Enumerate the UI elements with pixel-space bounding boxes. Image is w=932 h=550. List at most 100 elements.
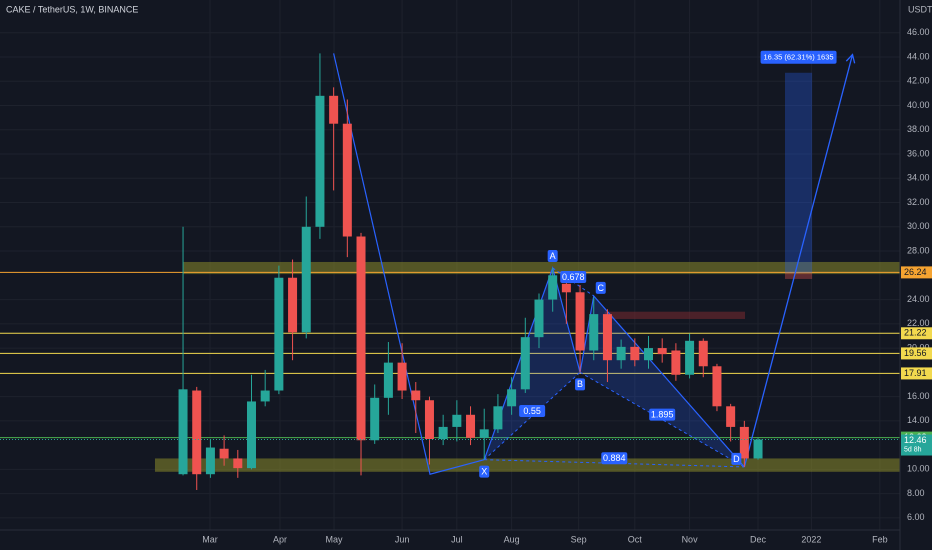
y-tick-label: 28.00: [907, 245, 930, 255]
ratio-box: [601, 452, 628, 465]
candle-body: [356, 236, 366, 441]
candle-body: [534, 299, 544, 338]
candle-body: [630, 346, 640, 361]
price-tag: [901, 434, 932, 456]
candle-body: [753, 439, 763, 459]
candle-body: [315, 95, 325, 227]
x-tick-label: Aug: [504, 534, 520, 544]
chart-title: CAKE / TetherUS, 1W, BINANCE: [6, 4, 138, 14]
ratio-line: [484, 459, 745, 468]
price-tag-label: 12.46: [904, 435, 927, 445]
ratio-label: 0.884: [603, 453, 626, 463]
projection-line: [743, 54, 854, 468]
zone: [154, 458, 901, 472]
candle-body: [644, 348, 654, 361]
y-tick-label: 16.00: [907, 391, 930, 401]
y-tick-label: 8.00: [907, 488, 925, 498]
candle-body: [671, 350, 681, 375]
candle-body: [370, 397, 380, 441]
x-tick-label: Dec: [750, 534, 767, 544]
candle-body: [657, 348, 667, 355]
y-tick-label: 22.00: [907, 318, 930, 328]
position-label: 16.35 (62.31%) 1635: [764, 52, 834, 61]
pattern-point-box: [731, 452, 742, 465]
candle-body: [561, 283, 571, 293]
candle-body: [507, 389, 517, 407]
candle-body: [452, 414, 462, 427]
candle-body: [424, 400, 434, 440]
candle-body: [205, 447, 215, 475]
candle-body: [192, 390, 202, 475]
y-tick-label: 32.00: [907, 197, 930, 207]
y-tick-label: 24.00: [907, 294, 930, 304]
price-tag-label: 17.91: [904, 368, 927, 378]
price-tag: [901, 266, 932, 279]
pattern-point-label: C: [597, 283, 604, 293]
ratio-label: 1.895: [651, 410, 674, 420]
pattern-point-label: D: [733, 454, 740, 464]
pattern-point-box: [575, 378, 586, 391]
price-tag: [901, 347, 932, 360]
stop-zone: [785, 272, 813, 279]
x-tick-label: May: [326, 534, 344, 544]
ratio-label: 0.678: [562, 272, 585, 282]
candle-body: [685, 340, 695, 375]
candle-body: [575, 292, 585, 351]
pattern-point-label: A: [550, 251, 556, 261]
candle-body: [589, 314, 599, 351]
countdown-label: 5d 8h: [904, 446, 922, 453]
candle-body: [329, 95, 339, 124]
candle-body: [288, 277, 298, 333]
pattern-point-label: X: [481, 467, 487, 477]
candle-body: [712, 366, 722, 407]
ratio-line: [483, 371, 581, 461]
y-tick-label: 34.00: [907, 173, 930, 183]
candle-body: [493, 406, 503, 430]
ratio-label: 0.55: [523, 406, 541, 416]
y-tick-label: 38.00: [907, 124, 930, 134]
candle-body: [438, 426, 448, 440]
candle-body: [383, 362, 393, 398]
ratio-box: [649, 408, 676, 421]
candle-body: [739, 426, 749, 459]
price-tag: [901, 367, 932, 380]
candle-body: [466, 414, 476, 438]
axis-unit: USDT: [908, 4, 932, 14]
candle-body: [520, 337, 530, 390]
x-tick-label: Jul: [451, 534, 463, 544]
price-tag: [901, 327, 932, 340]
y-tick-label: 42.00: [907, 76, 930, 86]
x-tick-label: Oct: [628, 534, 643, 544]
ratio-box: [519, 404, 546, 417]
x-tick-label: Nov: [682, 534, 699, 544]
candle-body: [301, 226, 311, 333]
candle-body: [726, 406, 736, 427]
y-tick-label: 10.00: [907, 464, 930, 474]
x-tick-label: Jun: [395, 534, 410, 544]
candle-body: [233, 458, 243, 469]
y-tick-label: 6.00: [907, 512, 925, 522]
price-tag-label: 26.24: [904, 267, 927, 277]
target-zone: [785, 72, 813, 273]
y-tick-label: 44.00: [907, 51, 930, 61]
x-tick-label: Feb: [872, 534, 888, 544]
trend-line: [333, 53, 485, 475]
x-tick-label: Mar: [202, 534, 218, 544]
candle-body: [411, 390, 421, 401]
candle-body: [479, 429, 489, 438]
pattern-point-box: [547, 250, 558, 263]
x-tick-label: Apr: [273, 534, 287, 544]
pattern-fill: [484, 268, 581, 460]
candle-body: [219, 448, 229, 459]
ratio-line: [579, 371, 745, 468]
x-tick-label: 2022: [801, 534, 821, 544]
price-tag-label: 21.22: [904, 328, 927, 338]
candle-body: [274, 277, 284, 391]
y-tick-label: 36.00: [907, 148, 930, 158]
x-tick-label: Sep: [571, 534, 587, 544]
candle-body: [260, 390, 270, 402]
pattern-point-box: [595, 281, 606, 294]
candle-body: [616, 346, 626, 361]
